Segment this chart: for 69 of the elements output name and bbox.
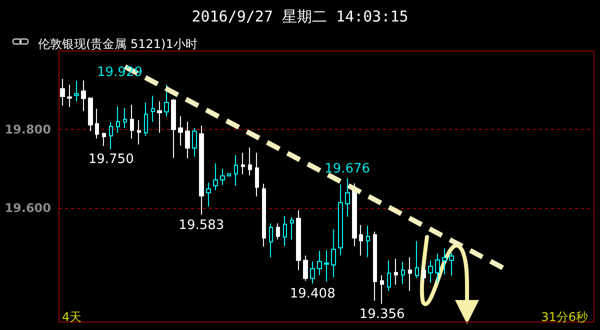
candlestick (220, 168, 225, 186)
candlestick (241, 152, 245, 175)
candlestick (394, 258, 398, 286)
candlestick (283, 215, 287, 247)
candlestick (178, 116, 183, 146)
chart-title: 2016/9/27 星期二 14:03:15 (192, 8, 408, 26)
candlestick (88, 98, 93, 132)
chart-subtitle: 伦敦银现(贵金属 5121)1小时 (38, 37, 198, 51)
candlestick (248, 147, 252, 176)
candlestick (102, 132, 106, 147)
candlestick (130, 104, 134, 140)
candlestick (137, 120, 141, 145)
annotation: 19.676 (324, 161, 370, 176)
candlestick (74, 80, 79, 102)
candlestick (255, 152, 259, 197)
candlestick (234, 154, 238, 186)
candlestick (213, 162, 218, 191)
annotation: 4天 (62, 310, 82, 324)
candlestick (317, 250, 322, 276)
candlestick (324, 250, 329, 282)
candlestick (359, 224, 363, 256)
candlestick (206, 182, 211, 208)
candlestick (81, 80, 86, 112)
candlestick (164, 84, 169, 118)
candlestick (422, 266, 426, 282)
candlestick (262, 183, 266, 248)
candlestick (151, 95, 155, 122)
candlestick (338, 184, 343, 256)
candlestick (67, 84, 72, 108)
candlestick (331, 228, 336, 278)
candlestick (157, 100, 162, 134)
candlestick (144, 102, 148, 136)
candlestick (227, 173, 231, 176)
candlestick (276, 222, 280, 240)
candlestick (442, 248, 447, 275)
candlestick (366, 225, 370, 258)
annotation: 19.750 (88, 152, 134, 168)
annotation: 19.929 (97, 65, 142, 80)
candlestick (290, 216, 294, 240)
candlestick (401, 261, 405, 284)
candlestick (109, 121, 113, 150)
candlestick (171, 98, 176, 158)
candlestick (373, 231, 377, 302)
candlestick (345, 178, 350, 218)
candlestick (449, 252, 454, 276)
candlestick (435, 253, 440, 284)
annotation: 19.583 (178, 218, 224, 233)
candlestick (60, 78, 65, 106)
y-tick-label: 19.600 (4, 201, 51, 216)
candlestick (310, 261, 315, 284)
candlestick (199, 125, 204, 216)
candlestick (185, 121, 190, 159)
candlestick (116, 106, 120, 134)
candlestick (192, 127, 197, 158)
annotation: 19.408 (290, 286, 336, 302)
annotation: 31分6秒 (541, 310, 588, 324)
candlestick (123, 107, 127, 128)
annotation: 19.356 (359, 306, 405, 322)
candlestick (408, 256, 412, 292)
y-tick-label: 19.800 (4, 122, 51, 137)
candlestick (428, 260, 433, 284)
candlestick (95, 108, 99, 140)
candlestick (387, 260, 391, 292)
candlestick (415, 240, 419, 279)
candlestick (296, 210, 301, 271)
candlestick (352, 182, 357, 247)
candlestick (269, 222, 273, 258)
candlestick (303, 255, 308, 282)
candlestick (380, 274, 384, 304)
